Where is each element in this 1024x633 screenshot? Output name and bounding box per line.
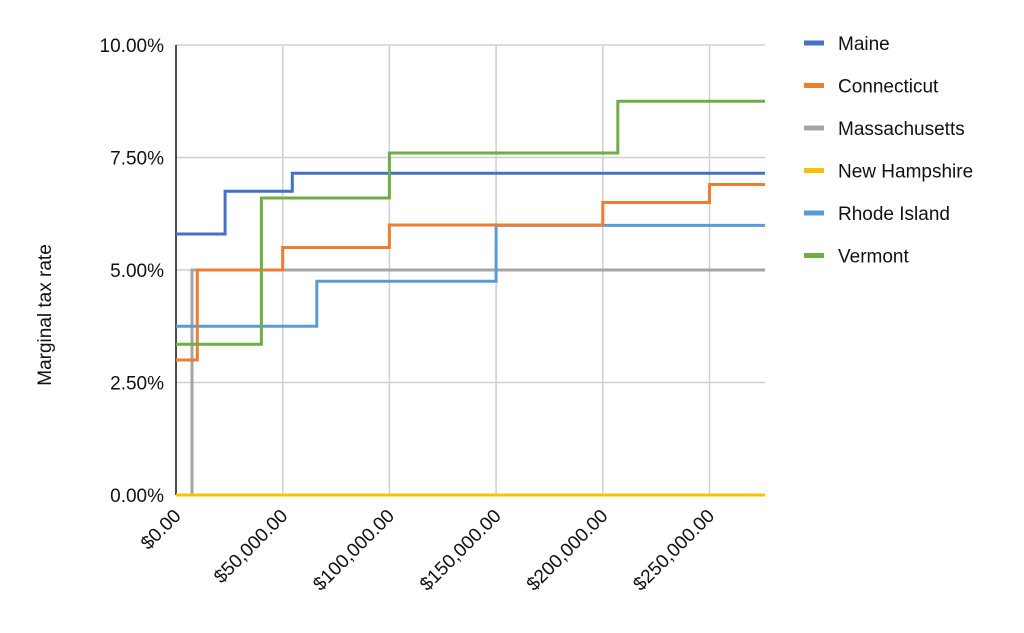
legend-item: Rhode Island bbox=[804, 204, 950, 225]
x-tick-labels: $0.00 $50,000.00 $100,000.00 $150,000.00 $20… bbox=[137, 506, 719, 596]
legend-item: Vermont bbox=[804, 247, 909, 268]
legend: Maine Connecticut Massachusetts New Hampshi… bbox=[804, 34, 973, 268]
legend-label: Connecticut bbox=[838, 77, 939, 98]
x-tick-label: $50,000.00 bbox=[210, 506, 292, 588]
y-tick-label: 2.50% bbox=[110, 374, 164, 395]
x-tick-label: $100,000.00 bbox=[309, 506, 399, 596]
series-line-vermont bbox=[176, 99, 765, 346]
legend-item: New Hampshire bbox=[804, 162, 973, 183]
series-lines bbox=[176, 99, 765, 497]
x-tick-label: $200,000.00 bbox=[523, 506, 613, 596]
legend-label: New Hampshire bbox=[838, 162, 973, 183]
series-line-connecticut bbox=[176, 183, 765, 362]
legend-item: Massachusetts bbox=[804, 119, 965, 140]
y-tick-label: 10.00% bbox=[100, 36, 165, 57]
legend-item: Connecticut bbox=[804, 77, 939, 98]
x-tick-label: $250,000.00 bbox=[629, 506, 719, 596]
series-line-maine bbox=[176, 171, 765, 236]
y-axis-label: Marginal tax rate bbox=[35, 244, 56, 386]
y-tick-labels: 0.00% 2.50% 5.00% 7.50% 10.00% bbox=[100, 36, 165, 507]
legend-item: Maine bbox=[804, 34, 890, 55]
series-line-rhode-island bbox=[176, 223, 765, 328]
legend-label: Maine bbox=[838, 34, 890, 55]
x-tick-label: $150,000.00 bbox=[416, 506, 506, 596]
legend-label: Massachusetts bbox=[838, 119, 965, 140]
legend-label: Vermont bbox=[838, 247, 909, 268]
y-tick-label: 7.50% bbox=[110, 149, 164, 170]
y-tick-label: 5.00% bbox=[110, 261, 164, 282]
legend-label: Rhode Island bbox=[838, 204, 950, 225]
y-tick-label: 0.00% bbox=[110, 486, 164, 507]
x-tick-label: $0.00 bbox=[137, 506, 185, 554]
